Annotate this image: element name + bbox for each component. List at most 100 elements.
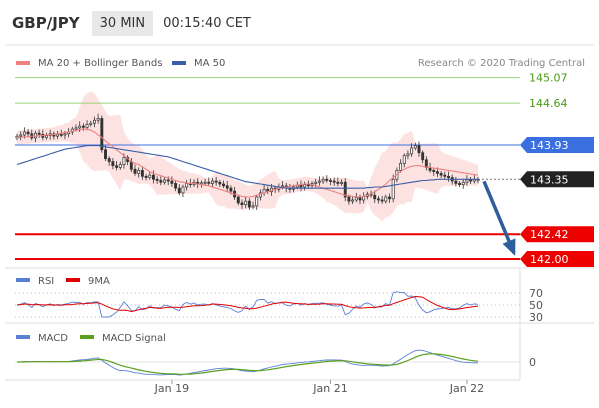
candle-body [255,196,259,207]
macd-line [16,349,478,376]
support-label: 142.00 [530,253,569,266]
candle-body [240,202,244,206]
candle [443,171,447,179]
candle [439,171,443,179]
level-142.42: 142.42 [15,226,594,243]
candle [391,174,395,203]
candle [358,194,362,205]
candle-body [347,196,351,202]
candle [406,150,410,160]
level-143.35: 143.35 [478,171,594,188]
candle-body [81,125,85,128]
candle [240,199,244,209]
macd-signal-legend-swatch [80,335,94,339]
candle [115,160,119,171]
candle-body [435,171,439,174]
candle-body [321,178,325,182]
candle [410,143,414,157]
candle-body [236,196,240,204]
rsi-ma-line [16,295,479,313]
candle-body [115,165,119,168]
candle [19,131,23,141]
candle [299,180,303,192]
candle-body [104,149,107,159]
candle [151,170,155,184]
candle [329,178,332,186]
candle [185,179,189,191]
candle [170,176,174,187]
rsi-tick-label: 70 [529,287,543,300]
chart-header: GBP/JPY 30 MIN 00:15:40 CET [0,8,251,38]
candle-body [45,135,48,138]
resistance-label: 145.07 [529,72,568,85]
candle [388,193,391,203]
macd-signal-line [17,353,479,375]
x-tick-label: Jan 21 [312,382,347,395]
candle [214,176,218,186]
candle-body [118,164,122,168]
candle-body [26,131,30,135]
ma50-line [16,145,478,189]
candle-body [247,200,251,208]
candle [336,177,340,187]
support-badge [520,251,594,268]
candle [376,195,380,204]
timeframe-selector[interactable]: 30 MIN [91,10,154,36]
candle-body [214,180,218,183]
candle-body [373,194,377,200]
candle-body [281,185,284,188]
candle-body [89,122,93,125]
candle-body [410,147,414,155]
bollinger-band-layer [17,91,478,222]
candle-body [424,159,428,168]
candle-body [314,181,318,184]
candle-body [469,179,473,182]
candle-body [447,175,450,178]
candle [107,156,111,166]
candle-body [402,155,406,164]
candle [37,129,41,138]
price-levels-layer: 145.07 144.64 143.93 143.35 142.42 142.00 [15,72,594,268]
x-ticks-layer: Jan 19 Jan 21 Jan 22 [154,380,484,395]
candle-body [122,157,126,165]
candle-body [37,132,41,135]
rsi-tick-label: 30 [529,311,543,324]
candle-body [144,175,148,178]
candle-body [199,182,203,185]
candle-body [177,187,181,194]
candle-body [454,180,458,184]
rsi-tick-label: 50 [529,299,543,312]
candle [155,176,159,185]
candle [465,175,469,186]
candle-body [107,158,111,162]
candle-body [174,183,178,189]
candle-body [22,131,26,136]
candle [236,194,240,206]
level-143.93: 143.93 [15,137,594,154]
candle [174,180,178,192]
candle-body [351,199,355,202]
macd-legend-swatch [16,335,30,339]
candle-body [96,118,100,121]
candle-body [133,168,137,174]
candle-body [56,134,60,137]
candle [104,145,107,161]
candle-body [421,152,425,161]
candle-body [159,180,163,183]
candle [458,181,462,187]
support-badge [520,226,594,243]
candle-body [222,183,225,187]
macd-layer: 0 [15,349,536,376]
x-tick-label: Jan 19 [154,382,189,395]
candle [225,181,229,193]
candle-body [306,184,310,187]
macd-tick-label: 0 [529,356,536,369]
candle-body [332,180,336,183]
candle [247,198,251,211]
x-tick-label: Jan 22 [449,382,484,395]
rsi-legend-label: RSI [38,276,54,287]
candle-body [100,118,104,151]
copyright-text: Research © 2020 Trading Central [418,58,585,69]
candle [421,150,425,164]
